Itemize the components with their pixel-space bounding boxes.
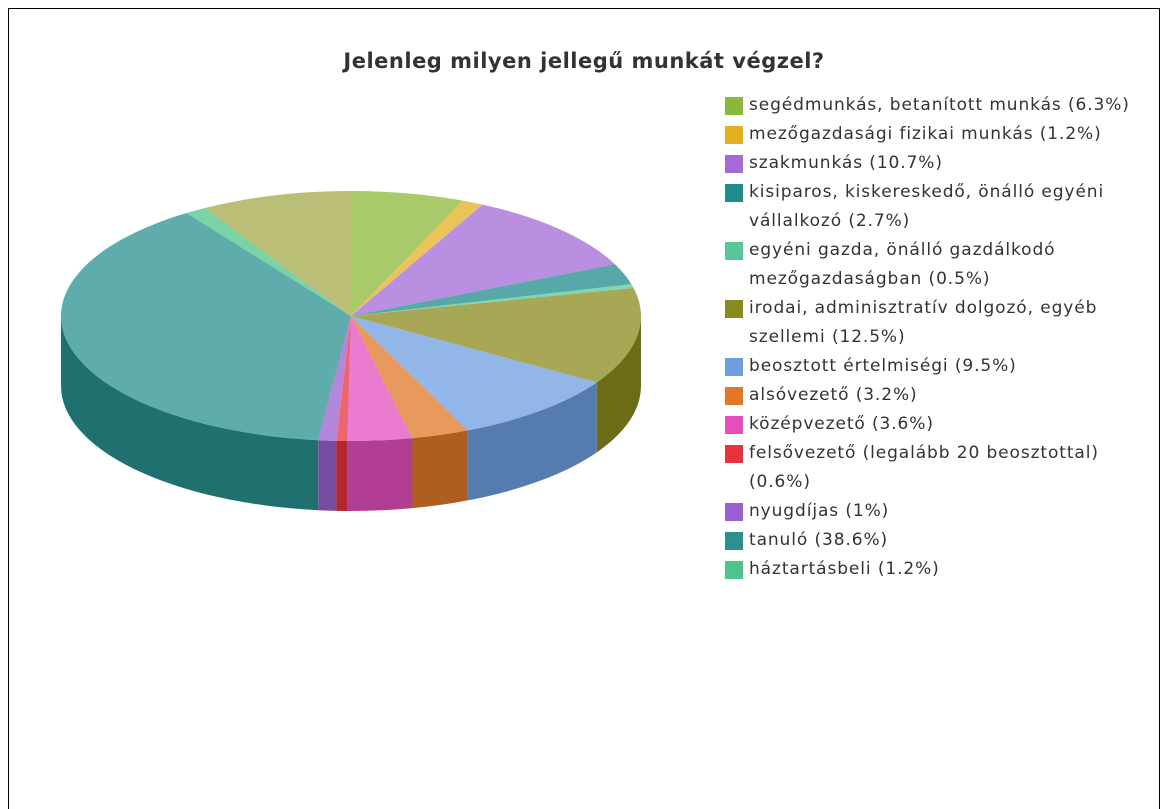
legend-value: (3.2%) bbox=[855, 385, 918, 405]
legend-item: háztartásbeli (1.2%) bbox=[725, 555, 1145, 584]
legend-label: tanuló bbox=[749, 530, 809, 550]
legend-label: szakmunkás bbox=[749, 153, 863, 173]
legend-value: (6.3%) bbox=[1067, 95, 1130, 115]
slice bbox=[61, 213, 352, 441]
legend-value: (0.5%) bbox=[928, 269, 991, 289]
legend-value: (9.5%) bbox=[954, 356, 1017, 376]
legend: segédmunkás, betanított munkás (6.3%) mez… bbox=[725, 91, 1145, 584]
legend-item: alsóvezető (3.2%) bbox=[725, 381, 1145, 410]
slice bbox=[347, 316, 413, 441]
slice-side bbox=[596, 316, 641, 453]
legend-item: szakmunkás (10.7%) bbox=[725, 149, 1145, 178]
legend-item: beosztott értelmiségi (9.5%) bbox=[725, 352, 1145, 381]
legend-swatch bbox=[725, 445, 743, 463]
chart bbox=[61, 191, 641, 512]
slice bbox=[336, 316, 351, 441]
legend-swatch bbox=[725, 300, 743, 318]
legend-swatch bbox=[725, 532, 743, 550]
slice bbox=[318, 316, 351, 441]
legend-swatch bbox=[725, 503, 743, 521]
slice bbox=[351, 316, 597, 431]
legend-label: beosztott értelmiségi bbox=[749, 356, 949, 376]
legend-item: mezőgazdasági fizikai munkás (1.2%) bbox=[725, 120, 1145, 149]
legend-swatch bbox=[725, 416, 743, 434]
legend-label: irodai, adminisztratív dolgozó, egyéb sz… bbox=[749, 298, 1098, 347]
legend-label: háztartásbeli bbox=[749, 559, 872, 579]
legend-label: felsővezető (legalább 20 beosztottal) bbox=[749, 443, 1099, 463]
legend-value: (10.7%) bbox=[869, 153, 943, 173]
legend-value: (2.7%) bbox=[848, 211, 911, 231]
legend-label: segédmunkás, betanított munkás bbox=[749, 95, 1062, 115]
legend-swatch bbox=[725, 184, 743, 202]
legend-item: segédmunkás, betanított munkás (6.3%) bbox=[725, 91, 1145, 120]
legend-swatch bbox=[725, 242, 743, 260]
slice-side bbox=[412, 430, 468, 509]
legend-item: irodai, adminisztratív dolgozó, egyéb sz… bbox=[725, 294, 1145, 352]
slice bbox=[351, 204, 615, 316]
legend-swatch bbox=[725, 126, 743, 144]
slice bbox=[186, 208, 351, 316]
slice-side bbox=[467, 382, 597, 501]
legend-swatch bbox=[725, 387, 743, 405]
slice-side bbox=[318, 440, 337, 511]
legend-label: középvezető bbox=[749, 414, 866, 434]
slice-side bbox=[61, 316, 319, 511]
slice-side bbox=[336, 440, 348, 511]
slice bbox=[351, 191, 463, 316]
legend-label: egyéni gazda, önálló gazdálkodó mezőgazd… bbox=[749, 240, 1056, 289]
legend-swatch bbox=[725, 97, 743, 115]
slice-side bbox=[347, 438, 413, 512]
legend-label: mezőgazdasági fizikai munkás bbox=[749, 124, 1034, 144]
legend-value: (12.5%) bbox=[831, 327, 906, 347]
legend-item: kisiparos, kiskereskedő, önálló egyéni v… bbox=[725, 178, 1145, 236]
legend-swatch bbox=[725, 561, 743, 579]
legend-value: (1.2%) bbox=[877, 559, 940, 579]
legend-item: tanuló (38.6%) bbox=[725, 526, 1145, 555]
legend-value: (1.2%) bbox=[1039, 124, 1102, 144]
slice bbox=[351, 284, 634, 316]
slice bbox=[351, 264, 632, 316]
chart-frame: Jelenleg milyen jellegű munkát végzel? s… bbox=[8, 8, 1160, 809]
legend-value: (38.6%) bbox=[814, 530, 889, 550]
slice bbox=[351, 287, 641, 383]
slice bbox=[204, 191, 351, 316]
legend-value: (3.6%) bbox=[872, 414, 934, 434]
legend-swatch bbox=[725, 155, 743, 173]
legend-item: középvezető (3.6%) bbox=[725, 410, 1145, 439]
slice bbox=[351, 316, 468, 439]
legend-label: kisiparos, kiskereskedő, önálló egyéni v… bbox=[749, 182, 1105, 231]
legend-item: felsővezető (legalább 20 beosztottal) (0… bbox=[725, 439, 1145, 497]
legend-value: (0.6%) bbox=[749, 472, 811, 492]
legend-swatch bbox=[725, 358, 743, 376]
legend-item: egyéni gazda, önálló gazdálkodó mezőgazd… bbox=[725, 236, 1145, 294]
slice bbox=[351, 200, 483, 316]
legend-value: (1%) bbox=[845, 501, 890, 521]
legend-item: nyugdíjas (1%) bbox=[725, 497, 1145, 526]
legend-label: alsóvezető bbox=[749, 385, 850, 405]
legend-label: nyugdíjas bbox=[749, 501, 840, 521]
chart-title: Jelenleg milyen jellegű munkát végzel? bbox=[343, 49, 825, 73]
